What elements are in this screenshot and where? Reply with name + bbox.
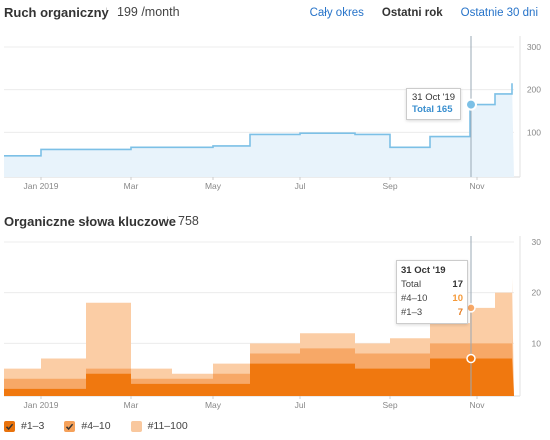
legend-item-4-10[interactable]: #4–10: [64, 420, 111, 432]
area-series-1-3: [4, 358, 514, 396]
traffic-tooltip-date: 31 Oct '19: [412, 92, 456, 103]
keywords-tooltip-row: #1–3 7: [401, 306, 463, 320]
tab-last-year[interactable]: Ostatni rok: [381, 7, 443, 19]
legend-item-11-100[interactable]: #11–100: [130, 420, 188, 432]
x-tick-label: Nov: [469, 400, 485, 410]
x-tick-label: Jul: [295, 181, 306, 191]
legend-label: #1–3: [21, 420, 45, 432]
x-tick-label: Sep: [382, 400, 397, 410]
traffic-tooltip-total-label: Total: [412, 104, 434, 115]
info-icon[interactable]: ⁱ: [106, 6, 108, 15]
x-tick-label: May: [205, 400, 222, 410]
y-tick-label: 300: [527, 42, 541, 52]
x-tick-label: Mar: [124, 400, 139, 410]
x-tick-label: Nov: [469, 181, 485, 191]
y-tick-label: 30: [532, 237, 542, 247]
traffic-tooltip: 31 Oct '19 Total 165: [406, 88, 462, 120]
x-tick-label: Jul: [295, 400, 306, 410]
hover-marker: [466, 303, 476, 313]
tooltip-row-value: 10: [452, 293, 463, 304]
keywords-tooltip: 31 Oct '19 Total 17 #4–10 10 #1–3 7: [396, 260, 468, 324]
y-tick-label: 10: [532, 338, 542, 348]
tab-all-time[interactable]: Cały okres: [309, 7, 364, 19]
legend-item-top3[interactable]: #1–3: [4, 420, 44, 432]
keywords-value: 758: [178, 214, 199, 228]
tooltip-row-value: 17: [452, 279, 463, 290]
traffic-value: 199 /month: [117, 5, 180, 19]
x-tick-label: Sep: [382, 181, 397, 191]
y-tick-label: 200: [527, 85, 541, 95]
keywords-tooltip-row: Total 17: [401, 278, 463, 292]
legend-label: #4–10: [81, 420, 111, 432]
tooltip-row-label: #1–3: [401, 307, 423, 318]
traffic-tooltip-total-value: 165: [436, 104, 453, 115]
legend-label: #11–100: [147, 420, 188, 432]
range-tabs: Cały okres Ostatni rok Ostatnie 30 dni: [310, 7, 538, 19]
tooltip-row-value: 7: [457, 307, 463, 318]
keywords-tooltip-row: #4–10 10: [401, 292, 463, 306]
tooltip-row-label: #4–10: [401, 293, 428, 304]
traffic-area: [4, 83, 514, 177]
info-icon[interactable]: ⁱ: [167, 215, 169, 224]
keywords-title: Organiczne słowa kluczowe: [4, 214, 176, 229]
traffic-header: Ruch organiczny ⁱ 199 /month Cały okres …: [0, 0, 550, 22]
keywords-tooltip-date: 31 Oct '19: [401, 265, 446, 276]
checked-checkbox-icon[interactable]: [64, 420, 76, 432]
filled-checkbox-icon[interactable]: [130, 420, 142, 432]
hover-marker: [466, 353, 476, 364]
x-tick-label: Jan 2019: [24, 181, 59, 191]
tab-last-30-days[interactable]: Ostatnie 30 dni: [460, 7, 538, 19]
keywords-header: Organiczne słowa kluczowe ⁱ 758: [0, 212, 550, 234]
checked-checkbox-icon[interactable]: [4, 420, 15, 432]
x-tick-label: May: [205, 181, 222, 191]
hover-marker: [465, 98, 477, 111]
x-tick-label: Jan 2019: [24, 400, 59, 410]
traffic-title: Ruch organiczny: [4, 5, 109, 20]
traffic-chart[interactable]: 300 200 100 Jan 2019 Mar May Jul Sep Nov: [0, 32, 550, 202]
y-tick-label: 100: [527, 127, 541, 137]
chart-legend: #1–3 #4–10 #11–100: [4, 420, 188, 432]
y-tick-label: 20: [532, 288, 542, 298]
x-tick-label: Mar: [124, 181, 139, 191]
keywords-chart[interactable]: 30 20 10 Jan 2019 Mar May Jul Sep Nov: [0, 232, 550, 417]
tooltip-row-label: Total: [401, 279, 422, 290]
